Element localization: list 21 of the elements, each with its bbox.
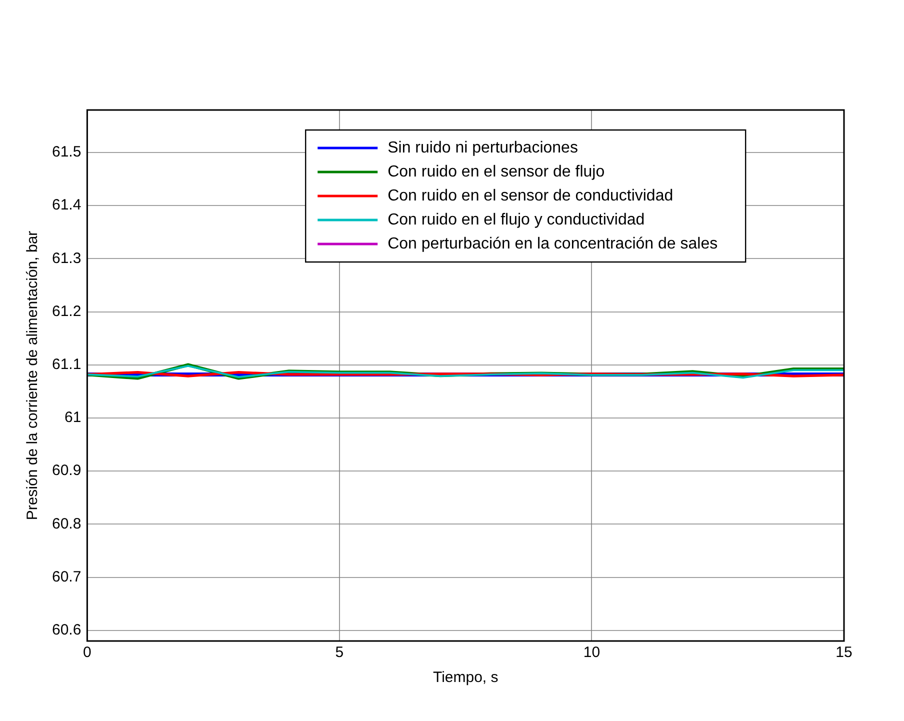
legend-label: Con ruido en el sensor de conductividad: [388, 187, 674, 204]
x-tick-label: 0: [83, 644, 92, 662]
y-tick-label: 61.1: [52, 356, 82, 374]
x-tick-label: 5: [335, 644, 344, 662]
y-tick-label: 60.7: [52, 568, 82, 586]
y-tick-label: 61.5: [52, 144, 82, 161]
y-tick-label: 61: [64, 409, 82, 426]
y-tick-label: 61.3: [52, 250, 82, 267]
y-tick-label: 60.9: [52, 462, 82, 480]
y-axis-title: Presión de la corriente de alimentación, bar: [24, 230, 42, 520]
x-tick-label: 15: [836, 644, 852, 662]
x-tick-label: 10: [583, 644, 600, 662]
y-tick-label: 60.6: [52, 622, 82, 639]
legend-label: Con ruido en el sensor de flujo: [388, 163, 605, 180]
y-tick-label: 61.4: [52, 196, 82, 214]
legend-label: Con ruido en el flujo y conductividad: [388, 211, 645, 228]
x-axis-title: Tiempo, s: [432, 669, 498, 686]
legend-label: Con perturbación en la concentración de sales: [388, 235, 718, 252]
y-tick-label: 60.8: [52, 515, 82, 532]
y-tick-label: 61.2: [52, 302, 82, 320]
legend-label: Sin ruido ni perturbaciones: [388, 139, 578, 156]
